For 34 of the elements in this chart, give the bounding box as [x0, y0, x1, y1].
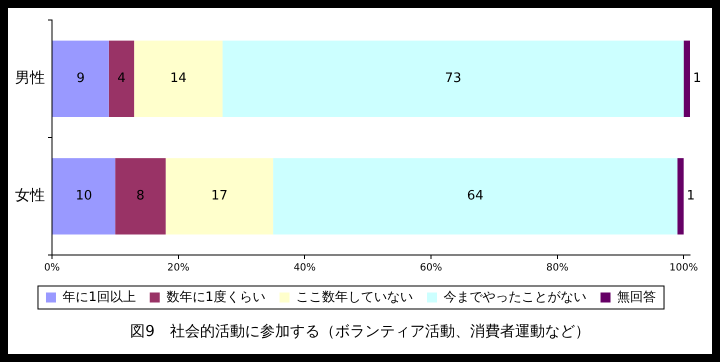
legend-label: 年に1回以上 [62, 290, 136, 305]
data-label: 64 [466, 188, 484, 204]
legend-label: ここ数年していない [296, 290, 414, 305]
bar [677, 158, 684, 234]
bar [166, 158, 274, 234]
bar [273, 158, 678, 234]
legend-label: 今までやったことがない [444, 290, 587, 305]
legend-label: 数年に1度くらい [166, 288, 266, 305]
text: 図9 社会的活動に参加する（ボランティア活動、消費者運動など） [129, 321, 591, 342]
x-tick-label: 20% [167, 262, 190, 274]
x-tick-label: 0% [44, 262, 60, 274]
bar [134, 40, 223, 117]
bar [222, 40, 684, 117]
data-label: 73 [444, 71, 462, 86]
legend-label: 無回答 [617, 290, 656, 305]
bar [108, 40, 134, 117]
x-tick-label: 80% [546, 262, 568, 274]
bar [52, 40, 109, 117]
bar [52, 158, 116, 234]
data-label: 10 [76, 188, 92, 204]
bar [115, 158, 166, 234]
data-label: 17 [211, 188, 228, 204]
data-label: 1 [686, 188, 695, 204]
y-tick-label: 男性 [15, 68, 45, 87]
data-label: 4 [117, 71, 126, 86]
data-label: 1 [693, 71, 702, 86]
data-label: 9 [76, 71, 85, 86]
x-tick-label: 40% [294, 262, 316, 274]
y-tick-label: 女性 [15, 186, 45, 204]
data-label: 8 [136, 188, 145, 204]
x-tick-label: 100% [669, 262, 698, 274]
bar [684, 40, 690, 117]
x-tick-label: 60% [420, 262, 442, 274]
data-label: 14 [170, 71, 187, 86]
